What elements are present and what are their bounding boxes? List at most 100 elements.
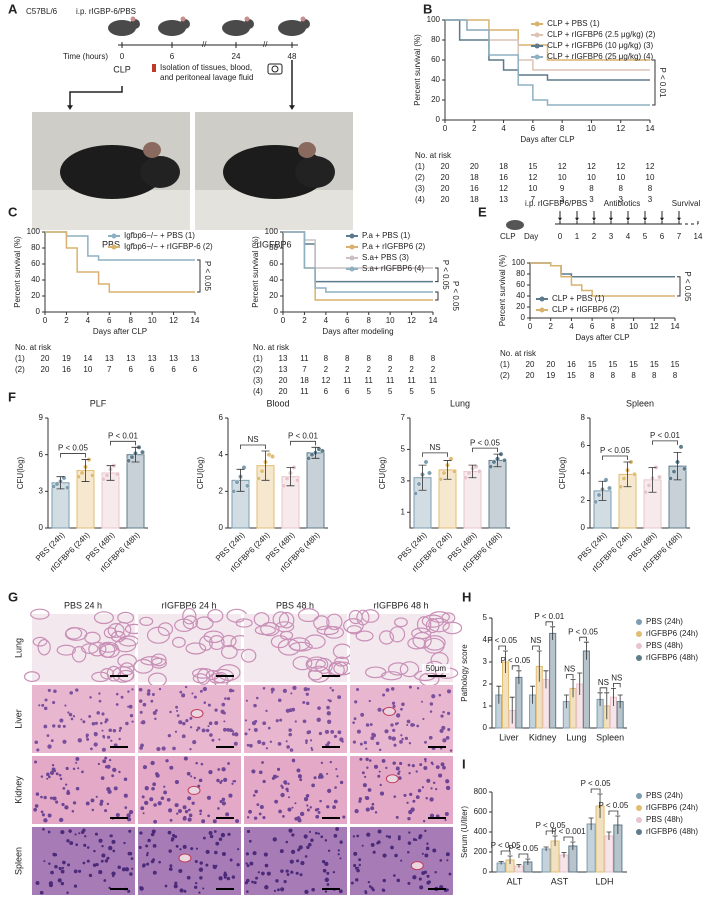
nucleus [190, 847, 194, 851]
nucleus [296, 768, 301, 773]
significance-label: P < 0.05 [491, 841, 521, 850]
day: 4 [626, 232, 631, 241]
nucleus [412, 799, 416, 803]
event: CLP [500, 232, 516, 241]
x-tick-label: AST [551, 876, 569, 886]
legend-marker [111, 244, 117, 250]
alveolar-wall [182, 607, 197, 625]
error-bar [648, 467, 657, 493]
nucleus [65, 766, 69, 771]
nucleus [227, 762, 230, 765]
risk-count: 20 [279, 387, 288, 396]
nucleus [187, 817, 192, 822]
alveolar-wall [185, 642, 207, 655]
nucleus [194, 860, 198, 864]
arrow-head [289, 105, 295, 110]
nucleus [233, 780, 237, 783]
nucleus [66, 839, 70, 843]
data-point [306, 455, 311, 461]
data-point [593, 499, 598, 505]
nucleus [248, 743, 253, 748]
nucleus [445, 852, 450, 857]
nucleus [174, 730, 178, 733]
nucleus [440, 762, 445, 767]
nucleus [257, 740, 262, 745]
significance-label: P < 0.05 [568, 627, 598, 636]
nucleus [127, 690, 130, 693]
significance-label: NS [530, 636, 541, 645]
nucleus [49, 796, 53, 800]
nucleus [53, 769, 57, 773]
nucleus [327, 699, 330, 702]
significance-label: NS [611, 674, 622, 683]
y-tick-label: 5 [483, 613, 488, 622]
nucleus [192, 739, 197, 745]
nucleus [391, 701, 396, 705]
nucleus [142, 702, 147, 707]
risk-count: 20 [441, 162, 450, 171]
y-tick-label: 1 [401, 507, 406, 516]
error-bar [493, 453, 502, 468]
nucleus [445, 779, 450, 784]
nucleus [279, 849, 284, 854]
nucleus [280, 869, 284, 873]
alveolar-wall [442, 621, 463, 635]
nucleus [269, 740, 273, 743]
risk-count: 12 [321, 376, 330, 385]
nucleus [329, 686, 332, 689]
nucleus [80, 718, 83, 721]
nucleus [248, 839, 252, 843]
nucleus [208, 769, 213, 775]
risk-count: 18 [499, 162, 508, 171]
day: 3 [609, 232, 614, 241]
nucleus [333, 834, 338, 838]
nucleus [153, 819, 157, 824]
panel-label: F [8, 389, 16, 404]
nucleus [174, 835, 178, 839]
data-point [488, 464, 493, 470]
nucleus [342, 815, 346, 819]
nucleus [179, 848, 182, 851]
nucleus [262, 816, 266, 820]
risk-count: 5 [431, 387, 436, 396]
nucleus [288, 732, 293, 737]
risk-count: 13 [105, 354, 114, 363]
data-point [473, 464, 479, 470]
nucleus [227, 832, 231, 836]
legend-marker [534, 21, 540, 27]
nucleus [422, 717, 425, 721]
alveolar-wall [171, 636, 186, 648]
error-bar [516, 670, 522, 684]
y-tick-label: 100 [265, 227, 279, 236]
nucleus [287, 782, 290, 785]
y-tick-label: 3 [401, 476, 406, 485]
nucleus [390, 723, 394, 727]
nucleus [220, 709, 225, 714]
nucleus [176, 812, 179, 815]
legend-marker [539, 296, 545, 302]
nucleus [261, 741, 266, 746]
nucleus [55, 772, 59, 776]
error-bar [570, 679, 576, 698]
nucleus [147, 838, 151, 843]
nucleus [184, 809, 189, 814]
camera-lens [271, 65, 279, 73]
nucleus [49, 770, 55, 776]
nucleus [167, 808, 173, 813]
nucleus [284, 781, 288, 785]
nucleus [138, 699, 143, 703]
nucleus [319, 799, 322, 803]
nucleus [245, 852, 250, 856]
nucleus [107, 735, 111, 739]
x-tick-label: 8 [128, 316, 133, 325]
legend-marker [636, 829, 642, 835]
nucleus [255, 696, 259, 700]
nucleus [189, 716, 193, 720]
alveolar-wall [270, 635, 289, 649]
nucleus [294, 720, 297, 723]
nucleus [128, 704, 133, 709]
y-axis-label: CFU(log) [378, 456, 387, 489]
risk-count: 15 [671, 360, 680, 369]
risk-count: 7 [531, 195, 536, 204]
nucleus [304, 889, 309, 894]
